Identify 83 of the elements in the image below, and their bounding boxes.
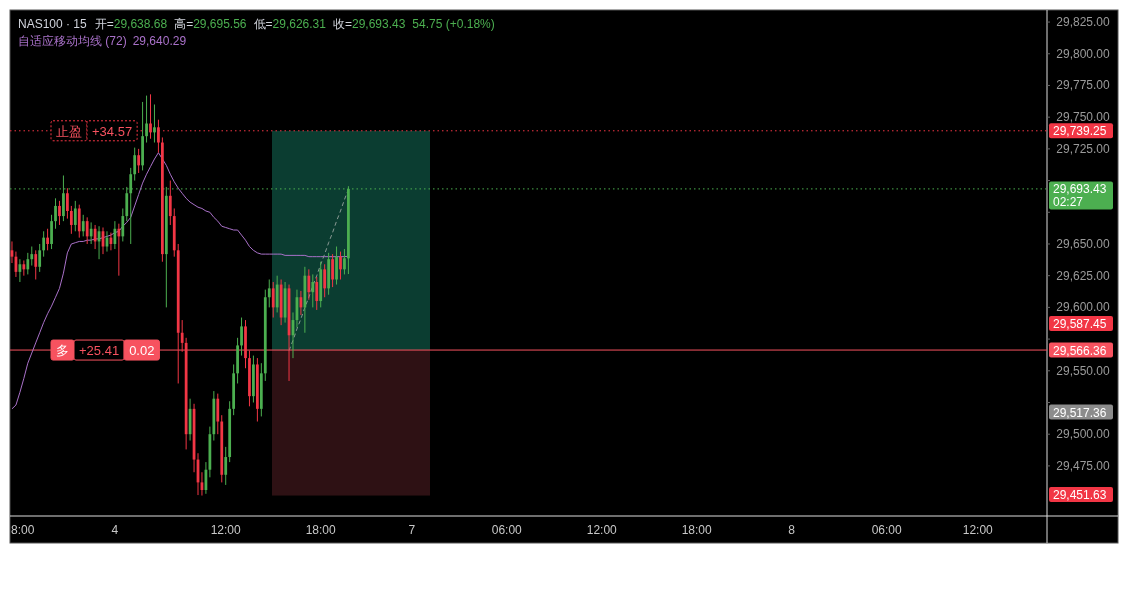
text: 29,517.36 <box>1053 405 1107 420</box>
candlestick <box>121 207 125 242</box>
annotation: 开=29,638.68 <box>94 17 168 31</box>
annotation: +25.41 <box>79 343 120 359</box>
candlestick <box>133 147 137 182</box>
candlestick <box>81 214 85 237</box>
candlestick <box>145 95 148 144</box>
candlestick <box>240 317 243 357</box>
x-tick-label: 18:00 <box>305 523 337 537</box>
candlestick <box>157 119 160 154</box>
candlestick <box>311 273 315 308</box>
candlestick <box>153 103 156 144</box>
candlestick <box>343 248 346 275</box>
ref-line-label: 29,693.43 <box>1053 182 1107 197</box>
y-tick-label: 29,625.00 <box>1056 268 1111 283</box>
candlestick <box>85 216 89 245</box>
candlestick <box>77 204 81 239</box>
ref-line-label: 29,739.25 <box>1053 124 1107 139</box>
candlestick <box>69 205 73 235</box>
y-tick-label: 29,550.00 <box>1056 363 1111 378</box>
x-tick-label: 12:00 <box>586 523 618 537</box>
y-tick-label: 29,750.00 <box>1056 110 1111 125</box>
candlestick <box>271 281 275 319</box>
annotation: 0.02 <box>129 343 155 359</box>
candlestick <box>335 246 338 286</box>
annotation: 止盈 <box>56 123 82 139</box>
x-tick-label: 8 <box>788 523 796 537</box>
annotation: 高=29,695.56 <box>174 17 247 31</box>
x-tick-label: 18:00 <box>681 523 713 537</box>
annotation: +34.57 <box>92 123 133 139</box>
y-tick-label: 29,825.00 <box>1056 15 1111 30</box>
candlestick <box>58 200 61 226</box>
candlestick <box>307 268 311 301</box>
y-tick-label: 29,800.00 <box>1056 46 1111 61</box>
text: 自适应移动均线 (72) <box>18 34 127 48</box>
text: NAS100 · 15 <box>18 17 88 31</box>
candlestick <box>73 200 77 232</box>
y-tick-label: 29,725.00 <box>1056 141 1111 156</box>
text: 29,451.63 <box>1053 488 1107 502</box>
candlestick <box>54 197 57 230</box>
candlestick <box>42 230 46 258</box>
candlestick <box>275 275 279 313</box>
candlestick <box>26 252 30 275</box>
annotation: 多 <box>56 343 69 359</box>
candlestick <box>323 263 327 298</box>
candlestick <box>46 228 49 251</box>
annotation: 收=29,693.43 <box>332 17 406 31</box>
x-tick-label: 12:00 <box>210 523 242 537</box>
candlestick <box>339 251 342 280</box>
candlestick <box>331 253 334 288</box>
y-tick-label: 29,500.00 <box>1056 427 1111 442</box>
x-tick-label: 06:00 <box>491 523 523 537</box>
line-series <box>11 152 349 410</box>
y-tick-label: 29,650.00 <box>1056 236 1111 251</box>
y-tick-label: 29,600.00 <box>1056 300 1111 315</box>
candlestick <box>34 249 38 280</box>
candlestick <box>267 278 271 308</box>
candlestick <box>50 214 53 250</box>
candlestick <box>137 148 141 174</box>
candlestick <box>216 393 220 435</box>
x-tick-label: 4 <box>111 523 119 537</box>
ref-line-label: 29,566.36 <box>1053 343 1107 358</box>
y-tick-label: 29,775.00 <box>1056 78 1111 93</box>
candlestick <box>89 221 93 245</box>
text: 29,587.45 <box>1053 317 1107 331</box>
candlestick <box>38 243 42 273</box>
x-tick-label: 12:00 <box>962 523 994 537</box>
candlestick <box>168 180 172 226</box>
candlestick <box>315 276 319 311</box>
candlestick <box>30 246 34 267</box>
x-tick-label: 7 <box>408 523 416 537</box>
x-tick-label: 8:00 <box>11 523 35 537</box>
y-tick-label: 29,475.00 <box>1056 458 1111 473</box>
annotation: 29,640.29 <box>132 34 187 48</box>
text: 02:27 <box>1053 195 1084 210</box>
candlestick <box>149 93 152 140</box>
candlestick <box>22 259 26 277</box>
x-tick-label: 06:00 <box>871 523 903 537</box>
candlestick <box>117 223 121 277</box>
candlestick <box>224 446 228 486</box>
candlestick <box>66 187 69 220</box>
annotation: 低=29,626.31 <box>253 17 327 31</box>
annotation: 54.75 (+0.18%) <box>412 17 495 31</box>
